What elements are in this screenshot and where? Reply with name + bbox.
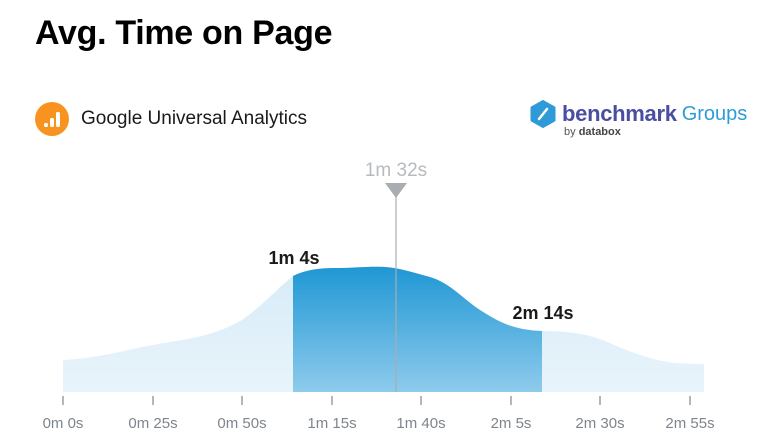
x-tick-label: 2m 55s <box>665 415 714 432</box>
data-source-label: Google Universal Analytics <box>81 108 307 129</box>
median-marker-icon <box>385 183 407 198</box>
x-tick-label: 1m 15s <box>307 415 356 432</box>
range-end-label: 2m 14s <box>512 303 573 323</box>
x-tick-label: 1m 40s <box>396 415 445 432</box>
x-tick-label: 2m 30s <box>575 415 624 432</box>
analytics-bars-icon <box>35 102 69 136</box>
x-tick-label: 0m 25s <box>128 415 177 432</box>
brand-company: databox <box>578 126 621 138</box>
x-tick-label: 2m 5s <box>491 415 532 432</box>
median-label: 1m 32s <box>365 160 427 181</box>
range-start-label: 1m 4s <box>268 248 319 268</box>
x-axis <box>62 396 691 405</box>
brand-name: benchmark <box>562 101 677 126</box>
x-tick-label: 0m 0s <box>43 415 84 432</box>
hexagon-pen-icon <box>530 100 556 128</box>
x-tick-label: 0m 50s <box>217 415 266 432</box>
brand-groups: Groups <box>681 102 748 125</box>
page-title: Avg. Time on Page <box>35 14 333 52</box>
data-source: Google Universal Analytics <box>35 102 307 136</box>
brand-logo: benchmark Groups by databox <box>530 100 747 138</box>
brand-byline: by databox <box>564 126 621 138</box>
